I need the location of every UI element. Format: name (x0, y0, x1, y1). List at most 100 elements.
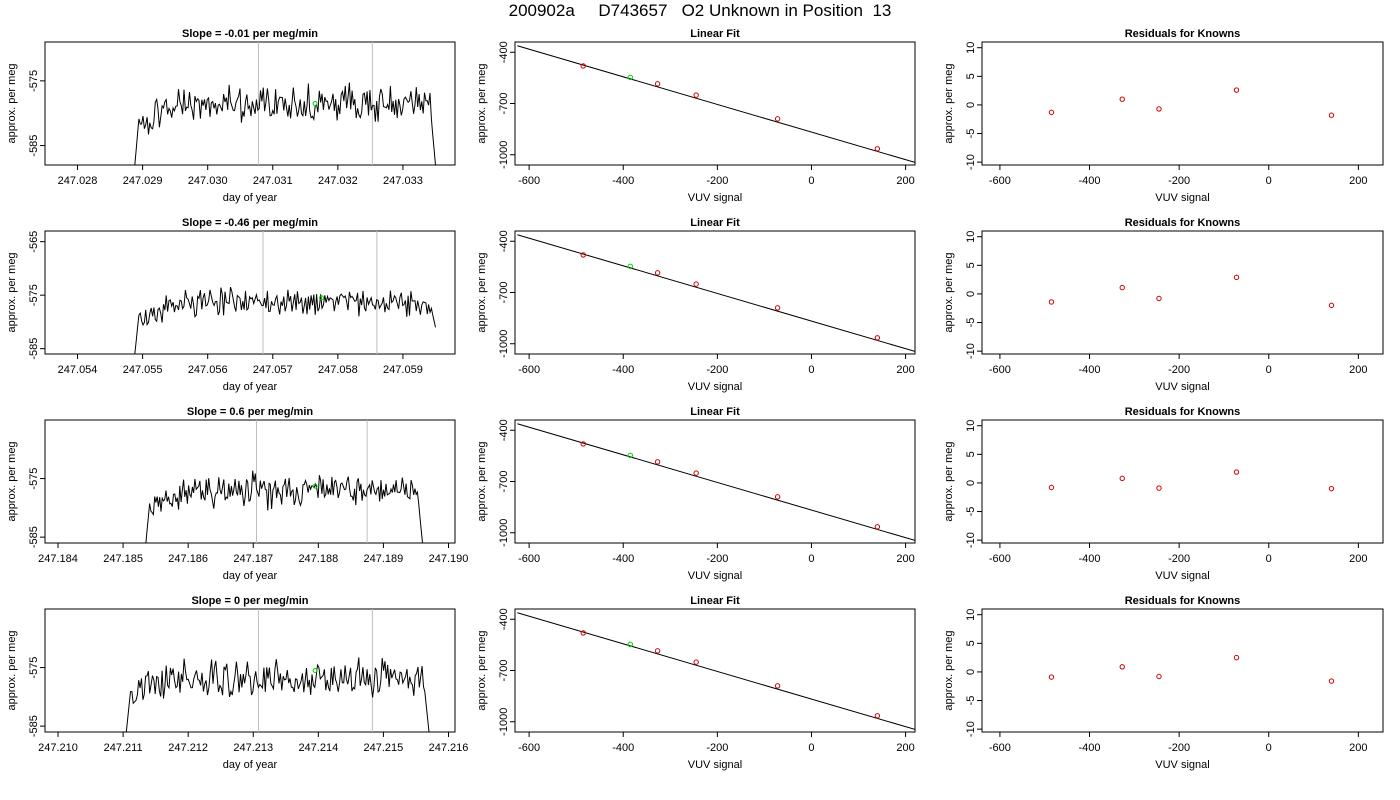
known-point (654, 459, 661, 465)
panel-trace-4: Slope = 0 per meg/min 247.210 247.211 247.2… (6, 595, 468, 771)
x-tick-label: 247.031 (253, 175, 293, 187)
x-tick-label: 247.190 (429, 553, 469, 565)
y-tick-label: -585 (28, 135, 40, 157)
residual-point (1048, 674, 1055, 680)
x-tick-label: -600 (518, 553, 540, 565)
residual-point (1233, 274, 1240, 281)
x-tick-label: 247.058 (318, 364, 358, 376)
unknown-marker (312, 483, 318, 489)
x-tick-label: 200 (1349, 364, 1367, 376)
known-point (874, 335, 881, 341)
x-tick-label: 247.059 (383, 364, 423, 376)
y-tick-label: -400 (498, 230, 510, 252)
panel-title: Slope = 0 per meg/min (191, 595, 308, 607)
x-tick-label: 247.210 (38, 742, 78, 754)
x-tick-label: -600 (518, 742, 540, 754)
plot-frame (44, 419, 456, 544)
x-tick-label: -400 (1079, 364, 1101, 376)
y-tick-label: -400 (498, 419, 510, 441)
x-tick-label: 247.055 (123, 364, 163, 376)
x-axis-label: day of year (223, 759, 278, 771)
panel-trace-1: Slope = -0.01 per meg/min 247.028 247.029 2… (6, 28, 456, 204)
y-tick-label: -1000 (498, 330, 510, 358)
x-tick-label: -200 (706, 742, 728, 754)
x-tick-label: -200 (1168, 175, 1190, 187)
residual-point (1156, 673, 1162, 680)
fit-line (517, 612, 915, 730)
known-point (693, 659, 699, 665)
y-axis-label: approx. per meg (6, 252, 18, 332)
known-point (693, 92, 699, 98)
y-tick-label: 0 (965, 669, 977, 675)
panel-title: Residuals for Knowns (1125, 406, 1241, 418)
y-tick-label: -700 (498, 470, 510, 492)
plot-area (1048, 87, 1335, 118)
x-tick-label: 247.057 (253, 364, 293, 376)
y-tick-label: -10 (965, 532, 977, 548)
x-tick-label: 247.187 (233, 553, 273, 565)
y-tick-label: -700 (498, 659, 510, 681)
x-tick-label: -600 (989, 364, 1011, 376)
unknown-marker (312, 668, 318, 673)
panel-title: Linear Fit (690, 28, 740, 40)
data-trace (145, 470, 423, 543)
x-tick-label: 247.189 (364, 553, 404, 565)
x-tick-label: 200 (896, 742, 914, 754)
x-axis-label: VUV signal (688, 759, 742, 771)
x-tick-label: 0 (808, 742, 814, 754)
x-axis-label: VUV signal (1155, 192, 1209, 204)
y-axis-label: approx. per meg (943, 630, 955, 710)
plot-area (1048, 654, 1335, 684)
y-tick-label: -575 (28, 70, 40, 92)
y-tick-label: 10 (965, 42, 977, 54)
residual-point (1328, 112, 1335, 118)
panel-title: Slope = -0.01 per meg/min (182, 28, 318, 40)
residual-point (1328, 678, 1335, 684)
fit-line (517, 45, 915, 163)
panel-residuals-4: Residuals for Knowns -600 -400 -200 0 200 10 5 0… (943, 595, 1384, 771)
x-tick-label: 247.054 (58, 364, 98, 376)
panel-residuals-3: Residuals for Knowns -600 -400 -200 0 200 10 5 0… (943, 406, 1384, 582)
x-tick-label: -600 (989, 175, 1011, 187)
x-axis-label: VUV signal (688, 570, 742, 582)
known-point (774, 305, 781, 311)
x-tick-label: -600 (989, 553, 1011, 565)
y-axis-label: approx. per meg (6, 63, 18, 143)
y-tick-label: -585 (28, 338, 40, 360)
plot-frame (44, 608, 456, 733)
x-tick-label: 0 (808, 364, 814, 376)
plot-frame (981, 41, 1384, 166)
plot-area (134, 42, 436, 165)
residual-point (1156, 295, 1162, 302)
data-trace (134, 82, 436, 165)
panel-title: Residuals for Knowns (1125, 28, 1241, 40)
residual-point (1156, 485, 1162, 491)
x-axis-label: VUV signal (1155, 381, 1209, 393)
y-tick-label: 5 (965, 262, 977, 268)
x-tick-label: -400 (612, 742, 634, 754)
x-axis-label: VUV signal (1155, 759, 1209, 771)
known-point (774, 683, 781, 689)
plot-frame (981, 230, 1384, 355)
panel-trace-3: Slope = 0.6 per meg/min 247.184 247.185 247… (6, 406, 468, 582)
unknown-marker (312, 101, 318, 106)
x-tick-label: 200 (1349, 175, 1367, 187)
x-tick-label: 0 (808, 175, 814, 187)
panel-residuals-2: Residuals for Knowns -600 -400 -200 0 200 10 5 0… (943, 217, 1384, 393)
residual-point (1119, 96, 1125, 102)
plot-area (517, 45, 915, 163)
y-tick-label: 5 (965, 451, 977, 457)
known-point (654, 270, 661, 276)
plot-frame (981, 419, 1384, 544)
x-tick-label: 247.056 (188, 364, 228, 376)
y-tick-label: 10 (965, 609, 977, 621)
y-tick-label: -1000 (498, 141, 510, 169)
y-tick-label: -5 (965, 129, 977, 139)
x-tick-label: 247.212 (168, 742, 208, 754)
y-axis-label: approx. per meg (943, 63, 955, 143)
residual-point (1048, 109, 1055, 116)
y-axis-label: approx. per meg (476, 630, 488, 710)
x-tick-label: 247.216 (429, 742, 469, 754)
x-tick-label: 0 (1266, 175, 1272, 187)
residual-point (1328, 485, 1335, 492)
